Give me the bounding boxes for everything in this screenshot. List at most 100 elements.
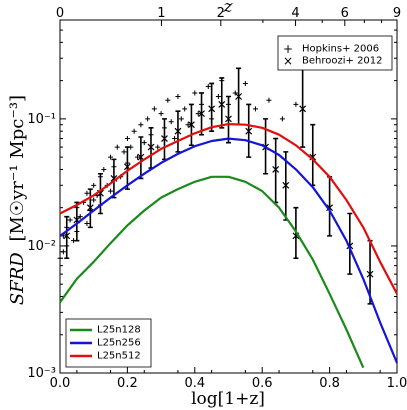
hopkins-point	[232, 90, 238, 96]
x-tick-label-2: 0.4	[184, 376, 205, 391]
hopkins-point	[242, 80, 248, 86]
hopkins-point	[101, 166, 107, 172]
behroozi-point	[272, 166, 280, 173]
hopkins-point	[57, 255, 63, 261]
y-axis-title: SFRD [M☉yr⁻¹ Mpc⁻³]	[7, 95, 28, 305]
top-tick-label-0: 0	[56, 6, 64, 21]
hopkins-point	[124, 136, 130, 142]
y-tick-label-0: 10⁻³	[27, 366, 56, 381]
hopkins-point	[67, 217, 73, 223]
behroozi-point	[366, 270, 374, 278]
behroozi-errorbar	[74, 201, 80, 242]
hopkins-point	[192, 90, 198, 96]
hopkins-point	[108, 154, 114, 160]
behroozi-errorbar	[64, 215, 70, 260]
hopkins-point	[84, 190, 90, 196]
y-tick-label-1: 10⁻²	[27, 239, 56, 254]
hopkins-point	[158, 111, 164, 117]
hopkins-point	[165, 97, 171, 103]
series-line-l25n128	[59, 175, 365, 369]
hopkins-point	[279, 116, 285, 122]
behroozi-point	[218, 100, 226, 108]
legend-label-l25n512: L25n512	[97, 351, 141, 362]
behroozi-point	[198, 110, 205, 118]
legend-behroozi-label: Behroozi+ 2012	[302, 56, 383, 67]
behroozi-point	[326, 204, 334, 212]
hopkins-point	[178, 116, 184, 122]
top-tick-label-2: 2	[217, 6, 225, 21]
hopkins-point	[91, 197, 97, 203]
y-tick-label-2: 10⁻¹	[27, 112, 56, 127]
hopkins-point	[91, 182, 97, 188]
behroozi-errorbar	[148, 127, 154, 169]
behroozi-point	[225, 115, 232, 123]
legend-series: L25n128 L25n256 L25n512	[65, 318, 152, 368]
legend-hopkins-label: Hopkins+ 2006	[302, 44, 379, 55]
legend-observations: + Hopkins+ 2006 × Behroozi+ 2012	[277, 35, 393, 71]
hopkins-point	[168, 119, 174, 125]
legend-hopkins-marker: +	[283, 42, 293, 56]
y-axis-title-units: [M☉yr⁻¹ Mpc⁻³]	[7, 95, 28, 242]
hopkins-point	[77, 214, 83, 220]
behroozi-point	[208, 105, 216, 113]
behroozi-errorbar	[347, 212, 353, 275]
legend-observations-frame	[277, 35, 393, 71]
series-lines	[59, 122, 399, 369]
top-tick-label-5: 9	[393, 6, 401, 21]
hopkins-point	[84, 221, 90, 227]
behroozi-point	[188, 121, 195, 129]
y-axis-ticks: 10⁻³ 10⁻² 10⁻¹	[27, 29, 397, 381]
x-tick-label-3: 0.6	[252, 376, 273, 391]
behroozi-point	[161, 135, 168, 142]
hopkins-point	[252, 106, 258, 112]
behroozi-errorbar	[124, 146, 130, 190]
x-tick-label-1: 0.2	[117, 376, 138, 391]
hopkins-point	[135, 154, 141, 160]
top-tick-label-4: 6	[341, 6, 349, 21]
hopkins-point	[60, 249, 66, 255]
legend-label-l25n256: L25n256	[97, 338, 141, 349]
plot-frame	[59, 19, 398, 374]
behroozi-errorbar	[219, 77, 225, 129]
top-axis-ticks: 0 1 2 4 6 9	[56, 6, 401, 26]
hopkins-point	[293, 101, 299, 107]
hopkins-point	[185, 122, 191, 128]
hopkins-point	[108, 188, 114, 194]
behroozi-point	[86, 204, 94, 212]
x-axis-ticks: 0.0 0.2 0.4 0.6 0.8 1.0	[50, 367, 407, 391]
behroozi-point	[245, 127, 253, 135]
hopkins-point	[114, 144, 120, 150]
hopkins-point	[175, 93, 181, 99]
top-tick-label-1: 1	[157, 6, 165, 21]
hopkins-point	[266, 97, 272, 103]
top-axis-title: z	[223, 0, 234, 17]
hopkins-point	[205, 83, 211, 89]
behroozi-errorbar	[300, 57, 306, 148]
hopkins-point	[155, 144, 161, 150]
x-tick-label-5: 1.0	[387, 376, 407, 391]
hopkins-point	[145, 116, 151, 122]
x-tick-label-4: 0.8	[319, 376, 340, 391]
behroozi-point	[282, 181, 290, 189]
hopkins-point	[172, 136, 178, 142]
series-line-l25n512	[59, 122, 398, 295]
behroozi-point	[63, 232, 71, 240]
x-axis-title: log[1+z]	[191, 389, 265, 409]
hopkins-point	[151, 106, 157, 112]
hopkins-point	[121, 149, 127, 155]
behroozi-point	[147, 143, 155, 151]
top-tick-label-3: 4	[291, 6, 299, 21]
hopkins-point	[215, 93, 221, 99]
behroozi-point	[174, 127, 182, 135]
legend-label-l25n128: L25n128	[97, 325, 141, 336]
behroozi-point	[235, 93, 243, 100]
x-tick-label-0: 0.0	[50, 376, 71, 391]
hopkins-point	[195, 111, 201, 117]
hopkins-point	[138, 122, 144, 128]
behroozi-errorbar	[209, 82, 215, 132]
hopkins-points	[57, 78, 299, 261]
behroozi-point	[309, 153, 317, 161]
legend-behroozi-marker: ×	[283, 54, 293, 68]
hopkins-point	[131, 128, 137, 134]
